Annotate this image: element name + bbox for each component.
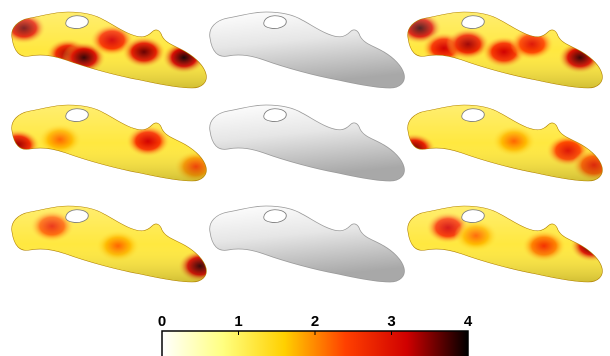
colorbar-tick-label-2: 2 <box>310 313 320 330</box>
reference-bone-surface <box>209 104 405 182</box>
bone-foramen <box>65 108 89 122</box>
bone-foramen <box>65 209 89 223</box>
bone-shading <box>407 11 603 89</box>
heatmap-bone-r3-c3 <box>407 205 603 283</box>
colorbar-tick-label-4: 4 <box>463 313 473 330</box>
bone-shape-grid <box>11 11 603 283</box>
heatmap-bone-r1-c1 <box>11 11 207 89</box>
heatmap-bone-r2-c3 <box>407 104 603 182</box>
bone-foramen <box>461 108 485 122</box>
bone-foramen <box>263 209 287 223</box>
bone-shading <box>11 104 207 182</box>
heatmap-bone-r1-c3 <box>407 11 603 89</box>
reference-bone-r3-c2 <box>209 205 405 283</box>
bone-shading <box>11 11 207 89</box>
colorbar-strip <box>161 330 469 356</box>
bone-foramen <box>65 15 89 29</box>
reference-bone-r1-c2 <box>209 11 405 89</box>
bone-foramen <box>461 209 485 223</box>
colorbar-tick-label-0: 0 <box>157 313 167 330</box>
bone-shading <box>407 205 603 283</box>
bone-foramen <box>263 108 287 122</box>
reference-bone-r2-c2 <box>209 104 405 182</box>
colorbar-tick-label-1: 1 <box>234 313 243 330</box>
bone-shading <box>407 104 603 182</box>
reference-bone-surface <box>209 11 405 89</box>
heatmap-bone-r3-c1 <box>11 205 207 283</box>
colorbar <box>161 330 469 356</box>
heatmap-bone-r2-c1 <box>11 104 207 182</box>
bone-foramen <box>461 15 485 29</box>
bone-shading <box>11 205 207 283</box>
reference-bone-surface <box>209 205 405 283</box>
bone-foramen <box>263 15 287 29</box>
colorbar-tick-label-3: 3 <box>387 313 396 330</box>
